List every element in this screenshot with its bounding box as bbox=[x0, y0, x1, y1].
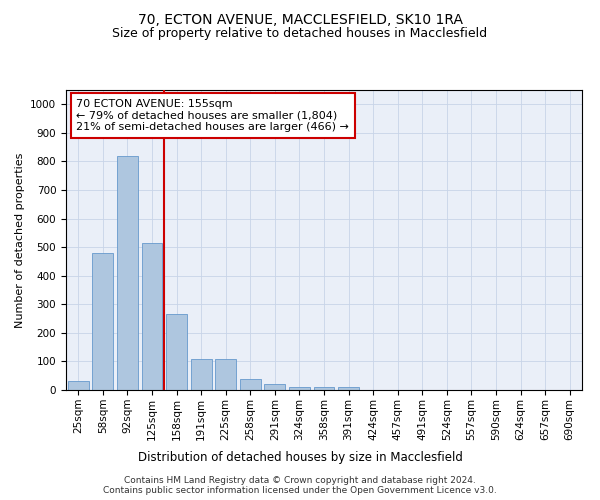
Text: 70, ECTON AVENUE, MACCLESFIELD, SK10 1RA: 70, ECTON AVENUE, MACCLESFIELD, SK10 1RA bbox=[137, 12, 463, 26]
Bar bbox=[142, 243, 163, 390]
Bar bbox=[191, 358, 212, 390]
Y-axis label: Number of detached properties: Number of detached properties bbox=[14, 152, 25, 328]
Text: Contains HM Land Registry data © Crown copyright and database right 2024.
Contai: Contains HM Land Registry data © Crown c… bbox=[103, 476, 497, 495]
Bar bbox=[265, 384, 286, 390]
Bar bbox=[117, 156, 138, 390]
Text: Distribution of detached houses by size in Macclesfield: Distribution of detached houses by size … bbox=[137, 451, 463, 464]
Bar bbox=[289, 387, 310, 390]
Bar bbox=[338, 387, 359, 390]
Bar bbox=[240, 378, 261, 390]
Bar bbox=[92, 254, 113, 390]
Bar bbox=[166, 314, 187, 390]
Text: Size of property relative to detached houses in Macclesfield: Size of property relative to detached ho… bbox=[112, 28, 488, 40]
Bar bbox=[314, 387, 334, 390]
Bar bbox=[215, 358, 236, 390]
Text: 70 ECTON AVENUE: 155sqm
← 79% of detached houses are smaller (1,804)
21% of semi: 70 ECTON AVENUE: 155sqm ← 79% of detache… bbox=[76, 99, 349, 132]
Bar bbox=[68, 380, 89, 390]
